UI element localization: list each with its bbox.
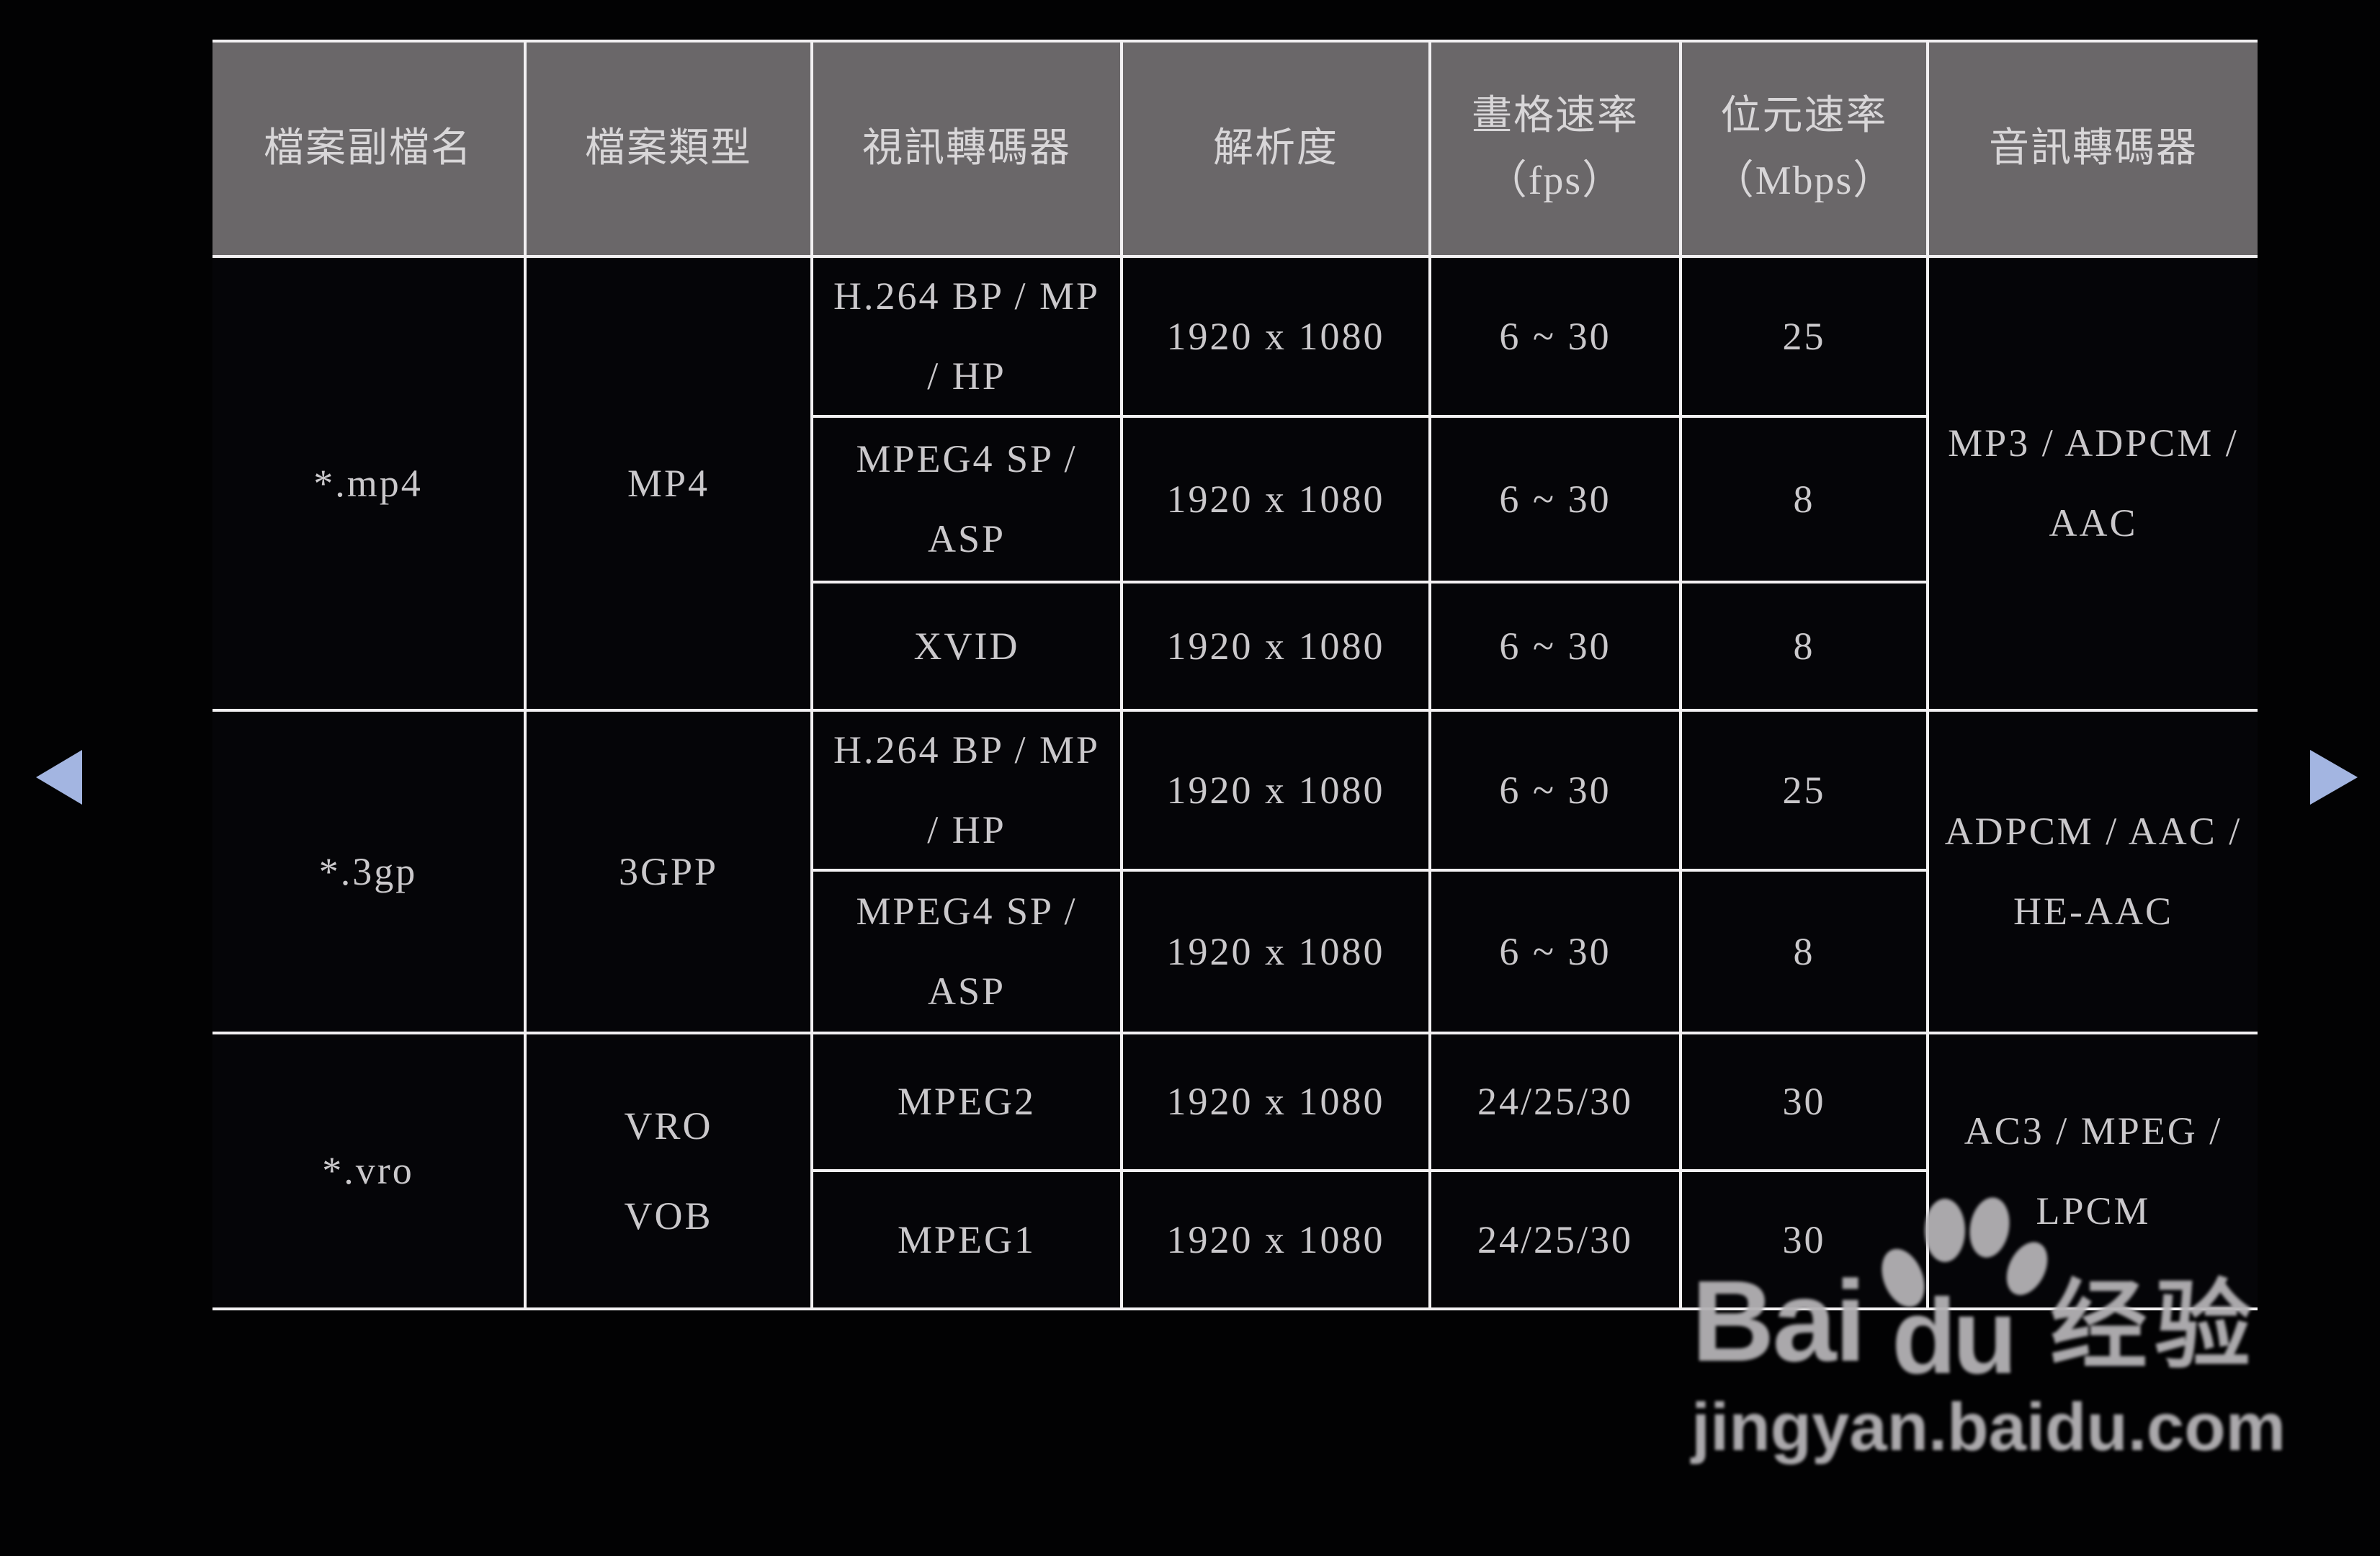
cell-video-codec: MPEG4 SP / ASP	[813, 872, 1120, 1032]
cell-file-type: MP4	[527, 258, 810, 709]
cell-file-type: VRO VOB	[527, 1034, 810, 1307]
cell-video-codec: MPEG2	[813, 1034, 1120, 1169]
cell-file-extension: *.3gp	[212, 712, 524, 1032]
cell-file-type: 3GPP	[527, 712, 810, 1032]
cell-video-codec: H.264 BP / MP / HP	[813, 258, 1120, 415]
watermark-url: jingyan.baidu.com	[1691, 1389, 2286, 1465]
header-video-codec: 視訊轉碼器	[813, 43, 1120, 255]
header-audio-codec: 音訊轉碼器	[1929, 43, 2258, 255]
cell-frame-rate: 6 ~ 30	[1431, 258, 1679, 415]
cell-audio-codec: AC3 / MPEG / LPCM	[1929, 1034, 2258, 1307]
baidu-watermark: Bai du 经验 jingyan.baidu.com	[1691, 1190, 2286, 1465]
cell-resolution: 1920 x 1080	[1123, 418, 1428, 581]
cell-bit-rate: 25	[1682, 712, 1926, 869]
cell-resolution: 1920 x 1080	[1123, 584, 1428, 709]
cell-frame-rate: 24/25/30	[1431, 1034, 1679, 1169]
header-frame-rate: 畫格速率 （fps）	[1431, 43, 1679, 255]
baidu-logo: Bai du 经验	[1691, 1190, 2268, 1390]
cell-audio-codec: ADPCM / AAC / HE-AAC	[1929, 712, 2258, 1032]
jingyan-logo-text: 经验	[2049, 1271, 2259, 1380]
cell-frame-rate: 24/25/30	[1431, 1172, 1679, 1307]
cell-video-codec: MPEG4 SP / ASP	[813, 418, 1120, 581]
cell-video-codec: H.264 BP / MP / HP	[813, 712, 1120, 869]
cell-frame-rate: 6 ~ 30	[1431, 872, 1679, 1032]
cell-video-codec: XVID	[813, 584, 1120, 709]
next-page-arrow-icon[interactable]	[2310, 750, 2358, 805]
baidu-logo-du: du	[1891, 1277, 2018, 1396]
cell-resolution: 1920 x 1080	[1123, 258, 1428, 415]
baidu-paw-icon: du	[1867, 1193, 2049, 1390]
prev-page-arrow-icon[interactable]	[36, 750, 82, 805]
cell-file-extension: *.mp4	[212, 258, 524, 709]
cell-audio-codec: MP3 / ADPCM / AAC	[1929, 258, 2258, 709]
cell-resolution: 1920 x 1080	[1123, 1034, 1428, 1169]
header-file-type: 檔案類型	[527, 43, 810, 255]
cell-bit-rate: 25	[1682, 258, 1926, 415]
header-bit-rate: 位元速率 （Mbps）	[1682, 43, 1926, 255]
header-resolution: 解析度	[1123, 43, 1428, 255]
cell-frame-rate: 6 ~ 30	[1431, 418, 1679, 581]
cell-bit-rate: 8	[1682, 584, 1926, 709]
cell-resolution: 1920 x 1080	[1123, 1172, 1428, 1307]
cell-bit-rate: 30	[1682, 1034, 1926, 1169]
cell-bit-rate: 8	[1682, 872, 1926, 1032]
cell-frame-rate: 6 ~ 30	[1431, 712, 1679, 869]
cell-resolution: 1920 x 1080	[1123, 712, 1428, 869]
cell-frame-rate: 6 ~ 30	[1431, 584, 1679, 709]
baidu-logo-text: Bai	[1691, 1256, 1866, 1385]
cell-resolution: 1920 x 1080	[1123, 872, 1428, 1032]
header-file-extension: 檔案副檔名	[212, 43, 524, 255]
video-format-table: 檔案副檔名 檔案類型 視訊轉碼器 解析度 畫格速率 （fps） 位元速率 （Mb…	[212, 40, 2258, 1310]
cell-bit-rate: 8	[1682, 418, 1926, 581]
cell-file-extension: *.vro	[212, 1034, 524, 1307]
cell-video-codec: MPEG1	[813, 1172, 1120, 1307]
